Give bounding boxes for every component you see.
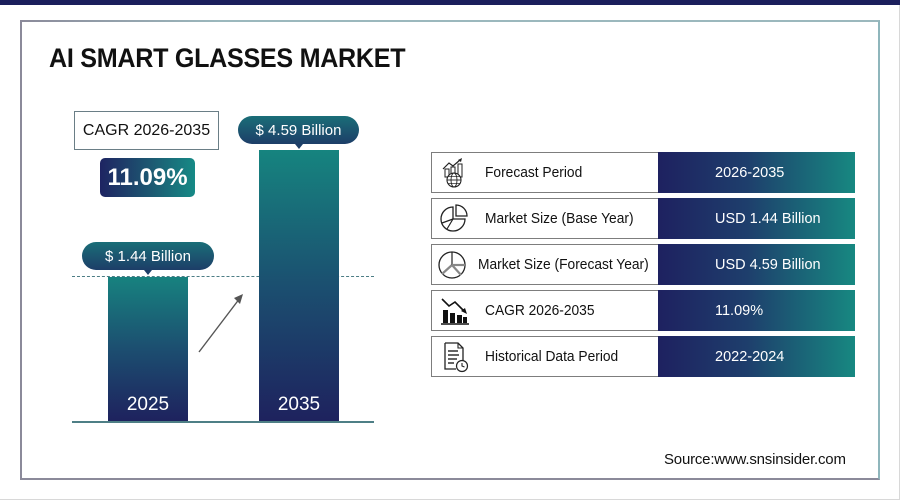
document-clock-icon	[435, 338, 475, 376]
pie-chart-segments-icon	[435, 246, 468, 284]
reference-dashed-line	[72, 276, 374, 277]
table-row: CAGR 2026-2035 11.09%	[431, 290, 855, 331]
forecast-globe-chart-icon	[435, 154, 475, 192]
row-value: 11.09%	[715, 302, 764, 319]
source-credit: Source:www.snsinsider.com	[664, 451, 846, 468]
row-value-cell: 2022-2024	[658, 336, 855, 377]
row-value-cell: 11.09%	[658, 290, 855, 331]
table-row: Historical Data Period 2022-2024	[431, 336, 855, 377]
page-title: AI SMART GLASSES MARKET	[49, 43, 406, 73]
row-value: 2022-2024	[715, 348, 785, 365]
cagr-label: CAGR 2026-2035	[74, 111, 219, 150]
row-label-cell: Historical Data Period	[431, 336, 658, 377]
row-value-cell: USD 4.59 Billion	[658, 244, 855, 285]
row-label-cell: CAGR 2026-2035	[431, 290, 658, 331]
table-row: Market Size (Base Year) USD 1.44 Billion	[431, 198, 855, 239]
row-value-cell: 2026-2035	[658, 152, 855, 193]
row-label: Market Size (Base Year)	[485, 210, 634, 227]
row-value-cell: USD 1.44 Billion	[658, 198, 855, 239]
row-label-cell: Forecast Period	[431, 152, 658, 193]
row-label: Forecast Period	[485, 164, 583, 181]
top-accent-bar	[0, 0, 900, 5]
market-summary-table: Forecast Period 2026-2035 Market Size (B…	[431, 152, 855, 382]
row-label: Market Size (Forecast Year)	[478, 256, 650, 273]
row-label: CAGR 2026-2035	[485, 302, 595, 319]
row-value: USD 4.59 Billion	[715, 256, 821, 273]
row-label-cell: Market Size (Base Year)	[431, 198, 658, 239]
bar-2035: 2035	[259, 150, 339, 421]
row-value: USD 1.44 Billion	[715, 210, 821, 227]
infographic-frame	[20, 20, 880, 480]
value-callout-2025: $ 1.44 Billion	[82, 242, 214, 275]
value-callout-2035: $ 4.59 Billion	[238, 116, 359, 149]
bar-2025: 2025	[108, 277, 188, 421]
pie-chart-icon	[435, 200, 475, 238]
chart-baseline	[72, 421, 374, 423]
bar-chart-trend-icon	[435, 292, 475, 330]
table-row: Market Size (Forecast Year) USD 4.59 Bil…	[431, 244, 855, 285]
bar-year-label: 2025	[126, 394, 170, 415]
row-label-cell: Market Size (Forecast Year)	[431, 244, 658, 285]
row-label: Historical Data Period	[485, 348, 619, 365]
row-value: 2026-2035	[715, 164, 785, 181]
growth-arrow-icon	[198, 294, 243, 353]
bar-year-label: 2035	[277, 394, 321, 415]
table-row: Forecast Period 2026-2035	[431, 152, 855, 193]
cagr-value-badge: 11.09%	[100, 158, 195, 197]
